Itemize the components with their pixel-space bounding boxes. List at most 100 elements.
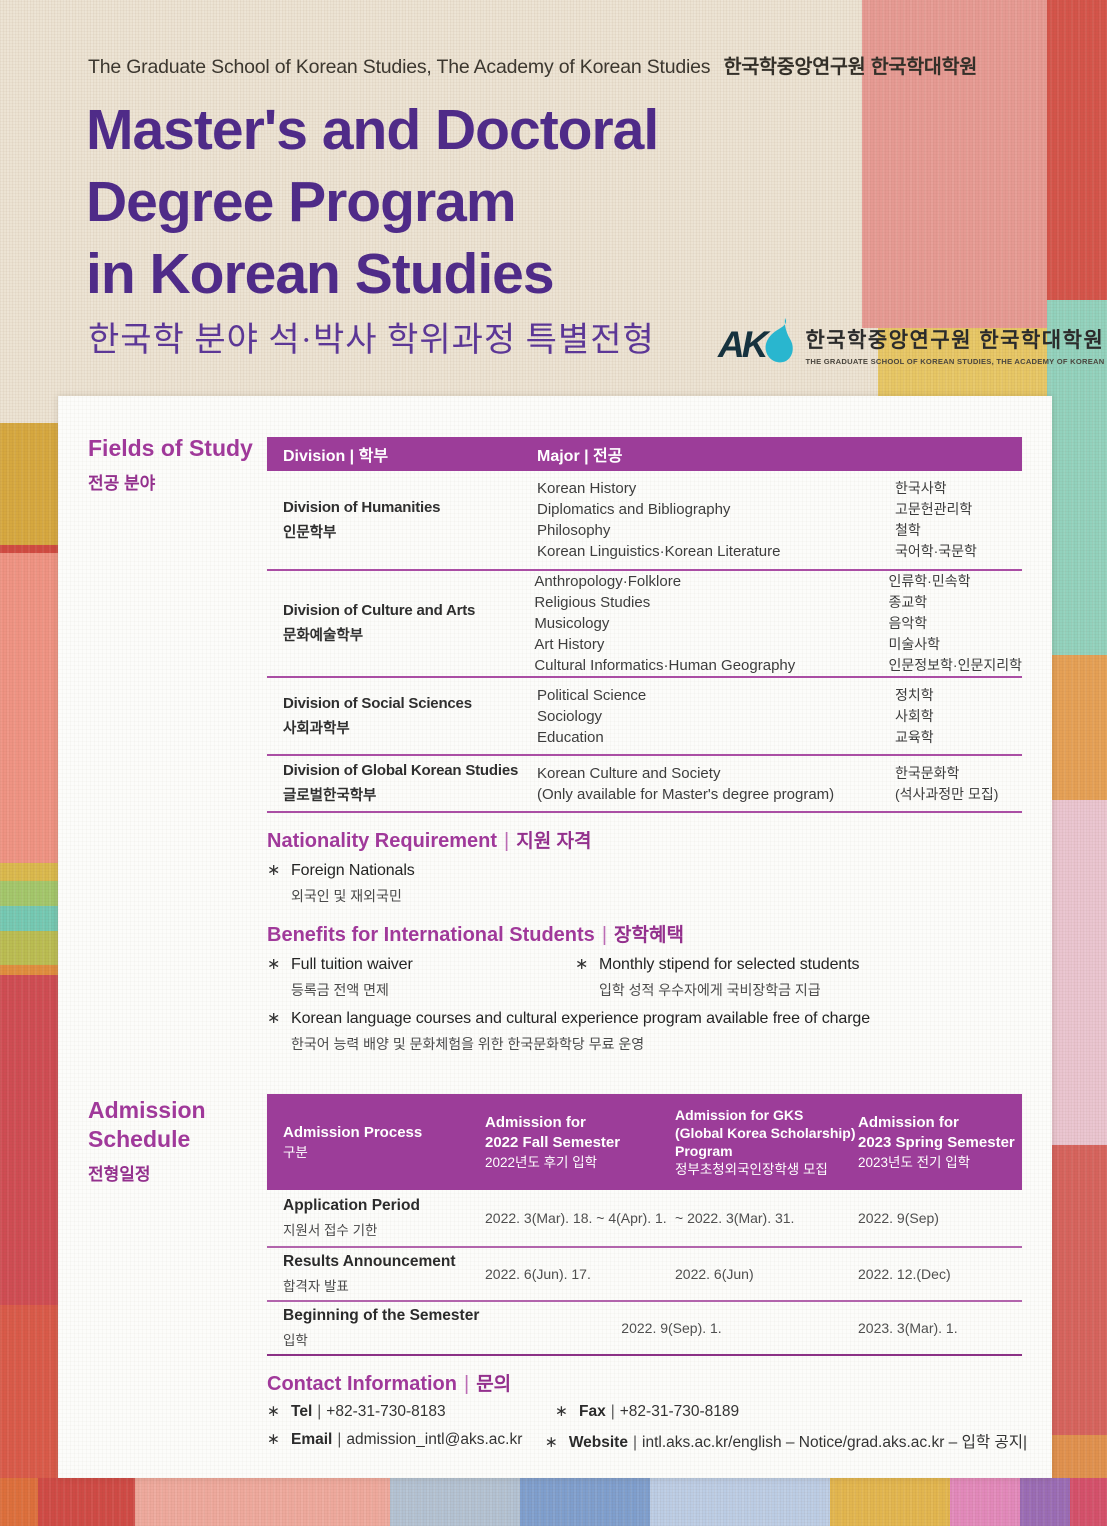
benefit-item-en: ∗ Full tuition waiver xyxy=(267,954,413,974)
heading-divider: | xyxy=(601,924,608,946)
column-header-major: Major | 전공 xyxy=(537,448,623,465)
fields-of-study-table: Division | 학부 Major | 전공 Division of Hum… xyxy=(267,437,1022,813)
header-line: Admission for GKS xyxy=(675,1106,804,1123)
header-line: 2022년도 후기 입학 xyxy=(485,1154,598,1170)
contact-tel-label: Tel xyxy=(291,1403,313,1420)
benefits-heading: Benefits for International Students | 장학혜택 xyxy=(267,920,684,947)
division-cell: Division of Global Korean Studies 글로벌한국학… xyxy=(267,762,537,805)
contact-fax-label: Fax xyxy=(579,1403,606,1420)
aks-logo-text: 한국학중앙연구원 한국학대학원 THE GRADUATE SCHOOL OF K… xyxy=(805,324,1107,366)
contact-row: ∗ Email | admission_intl@aks.ac.kr ∗ Website… xyxy=(267,1430,1027,1452)
benefit-item: ∗ Korean language courses and cultural ex… xyxy=(267,1008,870,1054)
fabric-patch xyxy=(390,1478,520,1526)
aks-logo: AK 한국학중앙연구원 한국학대학원 THE GRADUATE SCHOOL O… xyxy=(718,318,1107,368)
benefit-item-kr: 입학 성적 우수자에게 국비장학금 지급 xyxy=(599,982,821,998)
admission-table-header: Admission Process 구분 Admission for 2022 … xyxy=(267,1094,1022,1190)
fabric-patch xyxy=(830,1478,950,1526)
title-line: Master's and Doctoral xyxy=(86,98,659,162)
bullet: ∗ xyxy=(575,956,589,973)
major-kr: 미술사학 xyxy=(888,636,941,652)
major-kr: 고문헌관리학 xyxy=(895,501,973,517)
fabric-patch xyxy=(0,545,58,553)
header-line: 2022 Fall Semester xyxy=(485,1133,621,1151)
benefit-item: ∗ Full tuition waiver 등록금 전액 면제 xyxy=(267,954,413,1000)
benefits-heading-en: Benefits for International Students xyxy=(267,924,595,946)
organization-name-kr: 한국학중앙연구원 한국학대학원 xyxy=(723,56,978,78)
row-label-en: Beginning of the Semester xyxy=(283,1307,480,1324)
row-label-kr: 입학 xyxy=(283,1333,308,1348)
header-line: 정부초청외국인장학생 모집 xyxy=(675,1161,828,1177)
aks-logo-mark: AK xyxy=(718,318,795,368)
contact-divider: | xyxy=(317,1403,322,1420)
nationality-heading-kr: 지원 자격 xyxy=(516,831,592,852)
major-kr: 국어학·국문학 xyxy=(895,543,977,559)
nationality-item-en-text: Foreign Nationals xyxy=(291,862,415,879)
schedule-value: 2022. 12.(Dec) xyxy=(858,1266,951,1282)
major-kr: 인문정보학·인문지리학 xyxy=(888,657,1022,673)
column-header-gks: Admission for GKS (Global Korea Scholars… xyxy=(675,1106,858,1179)
major-kr: 인류학·민속학 xyxy=(888,573,971,589)
division-cell: Division of Culture and Arts 문화예술학부 xyxy=(267,602,534,645)
organization-line: The Graduate School of Korean Studies, T… xyxy=(88,50,977,79)
header-line: 2023년도 전기 입학 xyxy=(858,1154,971,1170)
nationality-heading: Nationality Requirement | 지원 자격 xyxy=(267,826,591,853)
benefit-item-kr: 한국어 능력 배양 및 문화체험을 위한 한국문화학당 무료 운영 xyxy=(291,1036,645,1052)
table-row: Division of Humanities 인문학부 Korean Histo… xyxy=(267,471,1022,571)
major-en: Diplomatics and Bibliography xyxy=(537,501,731,518)
bullet: ∗ xyxy=(267,956,281,973)
bullet: ∗ xyxy=(267,1403,280,1420)
contact-divider: | xyxy=(632,1434,637,1451)
heading-divider: | xyxy=(504,830,510,852)
schedule-value: 2022. 9(Sep). 1. xyxy=(621,1320,722,1336)
organization-name-en: The Graduate School of Korean Studies, T… xyxy=(88,56,711,78)
bullet: ∗ xyxy=(267,1431,280,1448)
header-line: Program xyxy=(675,1142,733,1159)
contact-email-value: admission_intl@aks.ac.kr xyxy=(346,1431,523,1448)
major-en: Korean History xyxy=(537,480,637,497)
major-kr: 음악학 xyxy=(888,615,928,631)
admission-schedule-label: Admission Schedule 전형일정 xyxy=(88,1096,263,1185)
logo-swoosh-icon xyxy=(766,318,794,363)
majors-kr-cell: 인류학·민속학 종교학 음악학 미술사학 인문정보학·인문지리학 xyxy=(889,571,1022,676)
header-line: (Global Korea Scholarship) xyxy=(675,1124,856,1141)
aks-logo-letters: AK xyxy=(718,324,768,365)
poster-title: Master's and Doctoral Degree Program in … xyxy=(86,94,659,310)
admission-heading-line1: Admission xyxy=(88,1097,206,1123)
fabric-patch xyxy=(0,423,58,545)
fields-of-study-label: Fields of Study 전공 분야 xyxy=(88,434,263,494)
bullet: ∗ xyxy=(544,1434,558,1451)
major-en: Education xyxy=(537,728,604,746)
major-kr: 교육학 xyxy=(895,728,934,745)
contact-fax: ∗ Fax | +82-31-730-8189 xyxy=(555,1402,739,1421)
major-en: Cultural Informatics·Human Geography xyxy=(534,657,796,674)
majors-en-cell: Korean Culture and Society (Only availab… xyxy=(537,763,895,805)
contact-email-label: Email xyxy=(291,1431,333,1448)
fabric-patch xyxy=(950,1478,1020,1526)
contact-row: ∗ Tel | +82-31-730-8183 ∗ Fax | +82-31-730-818… xyxy=(267,1402,1027,1421)
contact-heading-en: Contact Information xyxy=(267,1373,457,1395)
column-header-2022-fall: Admission for 2022 Fall Semester 2022년도 … xyxy=(485,1113,675,1172)
admission-schedule-table: Admission Process 구분 Admission for 2022 … xyxy=(267,1094,1022,1356)
major-en: Musicology xyxy=(534,615,610,632)
majors-en-cell: Anthropology·Folklore Religious Studies … xyxy=(534,571,888,676)
division-cell: Division of Social Sciences 사회과학부 xyxy=(267,695,537,738)
table-row: Beginning of the Semester 입학 2022. 9(Sep… xyxy=(267,1302,1022,1356)
table-row: Results Announcement 합격자 발표 2022. 6(Jun)… xyxy=(267,1248,1022,1302)
fabric-patch xyxy=(1047,1145,1107,1435)
contact-fax-value: +82-31-730-8189 xyxy=(619,1403,740,1420)
table-row: Division of Global Korean Studies 글로벌한국학… xyxy=(267,756,1022,813)
contact-divider: | xyxy=(610,1403,615,1420)
contact-website-label: Website xyxy=(568,1434,628,1451)
fabric-patch xyxy=(1070,1478,1107,1526)
nationality-item: ∗ Foreign Nationals 외국인 및 재외국민 xyxy=(267,860,415,906)
major-en: Korean Linguistics·Korean Literature xyxy=(537,543,781,560)
fabric-patch xyxy=(1047,300,1107,655)
benefit-item: ∗ Monthly stipend for selected students 입… xyxy=(575,954,860,1000)
schedule-value: 2022. 6(Jun). 17. xyxy=(485,1266,591,1282)
fabric-patch xyxy=(38,1478,135,1526)
row-label-cell: Beginning of the Semester 입학 xyxy=(267,1307,485,1349)
majors-kr-cell: 정치학 사회학 교육학 xyxy=(895,685,1022,748)
major-en: Anthropology·Folklore xyxy=(534,573,682,590)
benefit-item-en-text: Korean language courses and cultural exp… xyxy=(291,1010,871,1027)
fabric-patch xyxy=(1047,800,1107,1145)
